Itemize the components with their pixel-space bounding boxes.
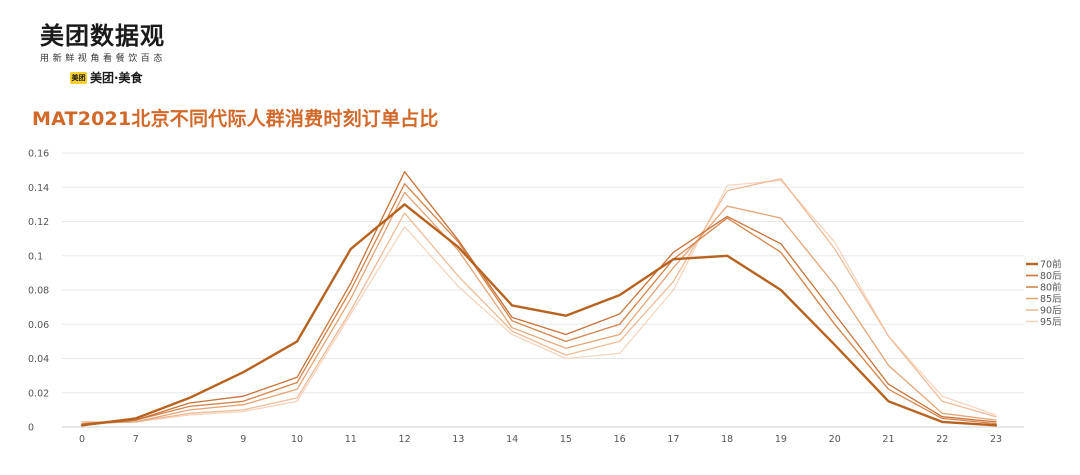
y-tick-label: 0.08 (28, 286, 49, 297)
legend-label: 70前 (1040, 259, 1062, 271)
legend-label: 95后 (1040, 317, 1062, 328)
meituan-badge-icon: 美团 (70, 71, 87, 84)
x-tick-label: 15 (560, 434, 572, 445)
x-tick-label: 16 (614, 434, 626, 445)
x-tick-label: 12 (399, 434, 411, 445)
x-tick-label: 17 (667, 434, 679, 445)
x-tick-label: 9 (240, 434, 246, 445)
y-tick-label: 0.04 (28, 354, 49, 365)
series-line (81, 179, 997, 423)
x-tick-label: 21 (882, 434, 894, 445)
y-tick-label: 0 (28, 423, 34, 434)
x-tick-label: 20 (829, 434, 841, 445)
x-tick-label: 19 (775, 434, 787, 445)
legend-label: 80前 (1040, 282, 1062, 294)
x-tick-label: 23 (990, 434, 1002, 445)
y-tick-label: 0.06 (28, 320, 49, 331)
x-tick-label: 10 (291, 434, 303, 445)
logo-wordmark: 美团数据观 (40, 22, 165, 50)
legend-label: 85后 (1040, 294, 1062, 305)
series-line (81, 191, 997, 425)
brand-name: 美团·美食 (90, 71, 143, 85)
x-tick-label: 8 (187, 434, 193, 445)
series-line (81, 171, 997, 426)
series-line (81, 178, 997, 423)
y-tick-label: 0.1 (28, 251, 43, 262)
chart-title: MAT2021北京不同代际人群消费时刻订单占比 (32, 108, 439, 130)
x-tick-label: 7 (133, 434, 139, 445)
x-tick-label: 14 (506, 434, 518, 445)
x-tick-label: 11 (345, 434, 357, 445)
x-tick-label: 13 (452, 434, 464, 445)
meituan-data-logo: 美团数据观 用新鲜视角看餐饮百态 美团 美团·美食 (40, 22, 200, 86)
y-tick-label: 0.16 (28, 149, 49, 160)
x-tick-label: 22 (936, 434, 948, 445)
y-tick-label: 0.12 (28, 217, 49, 228)
x-tick-label: 0 (79, 434, 85, 445)
y-tick-label: 0.02 (28, 388, 49, 399)
x-tick-label: 18 (721, 434, 733, 445)
brand-row: 美团 美团·美食 (70, 69, 200, 86)
logo-tagline: 用新鲜视角看餐饮百态 (40, 54, 167, 64)
y-tick-label: 0.14 (28, 183, 49, 194)
legend-label: 80后 (1040, 271, 1062, 282)
series-line (81, 183, 997, 425)
legend-label: 90后 (1040, 306, 1062, 317)
series-line (80, 203, 998, 427)
